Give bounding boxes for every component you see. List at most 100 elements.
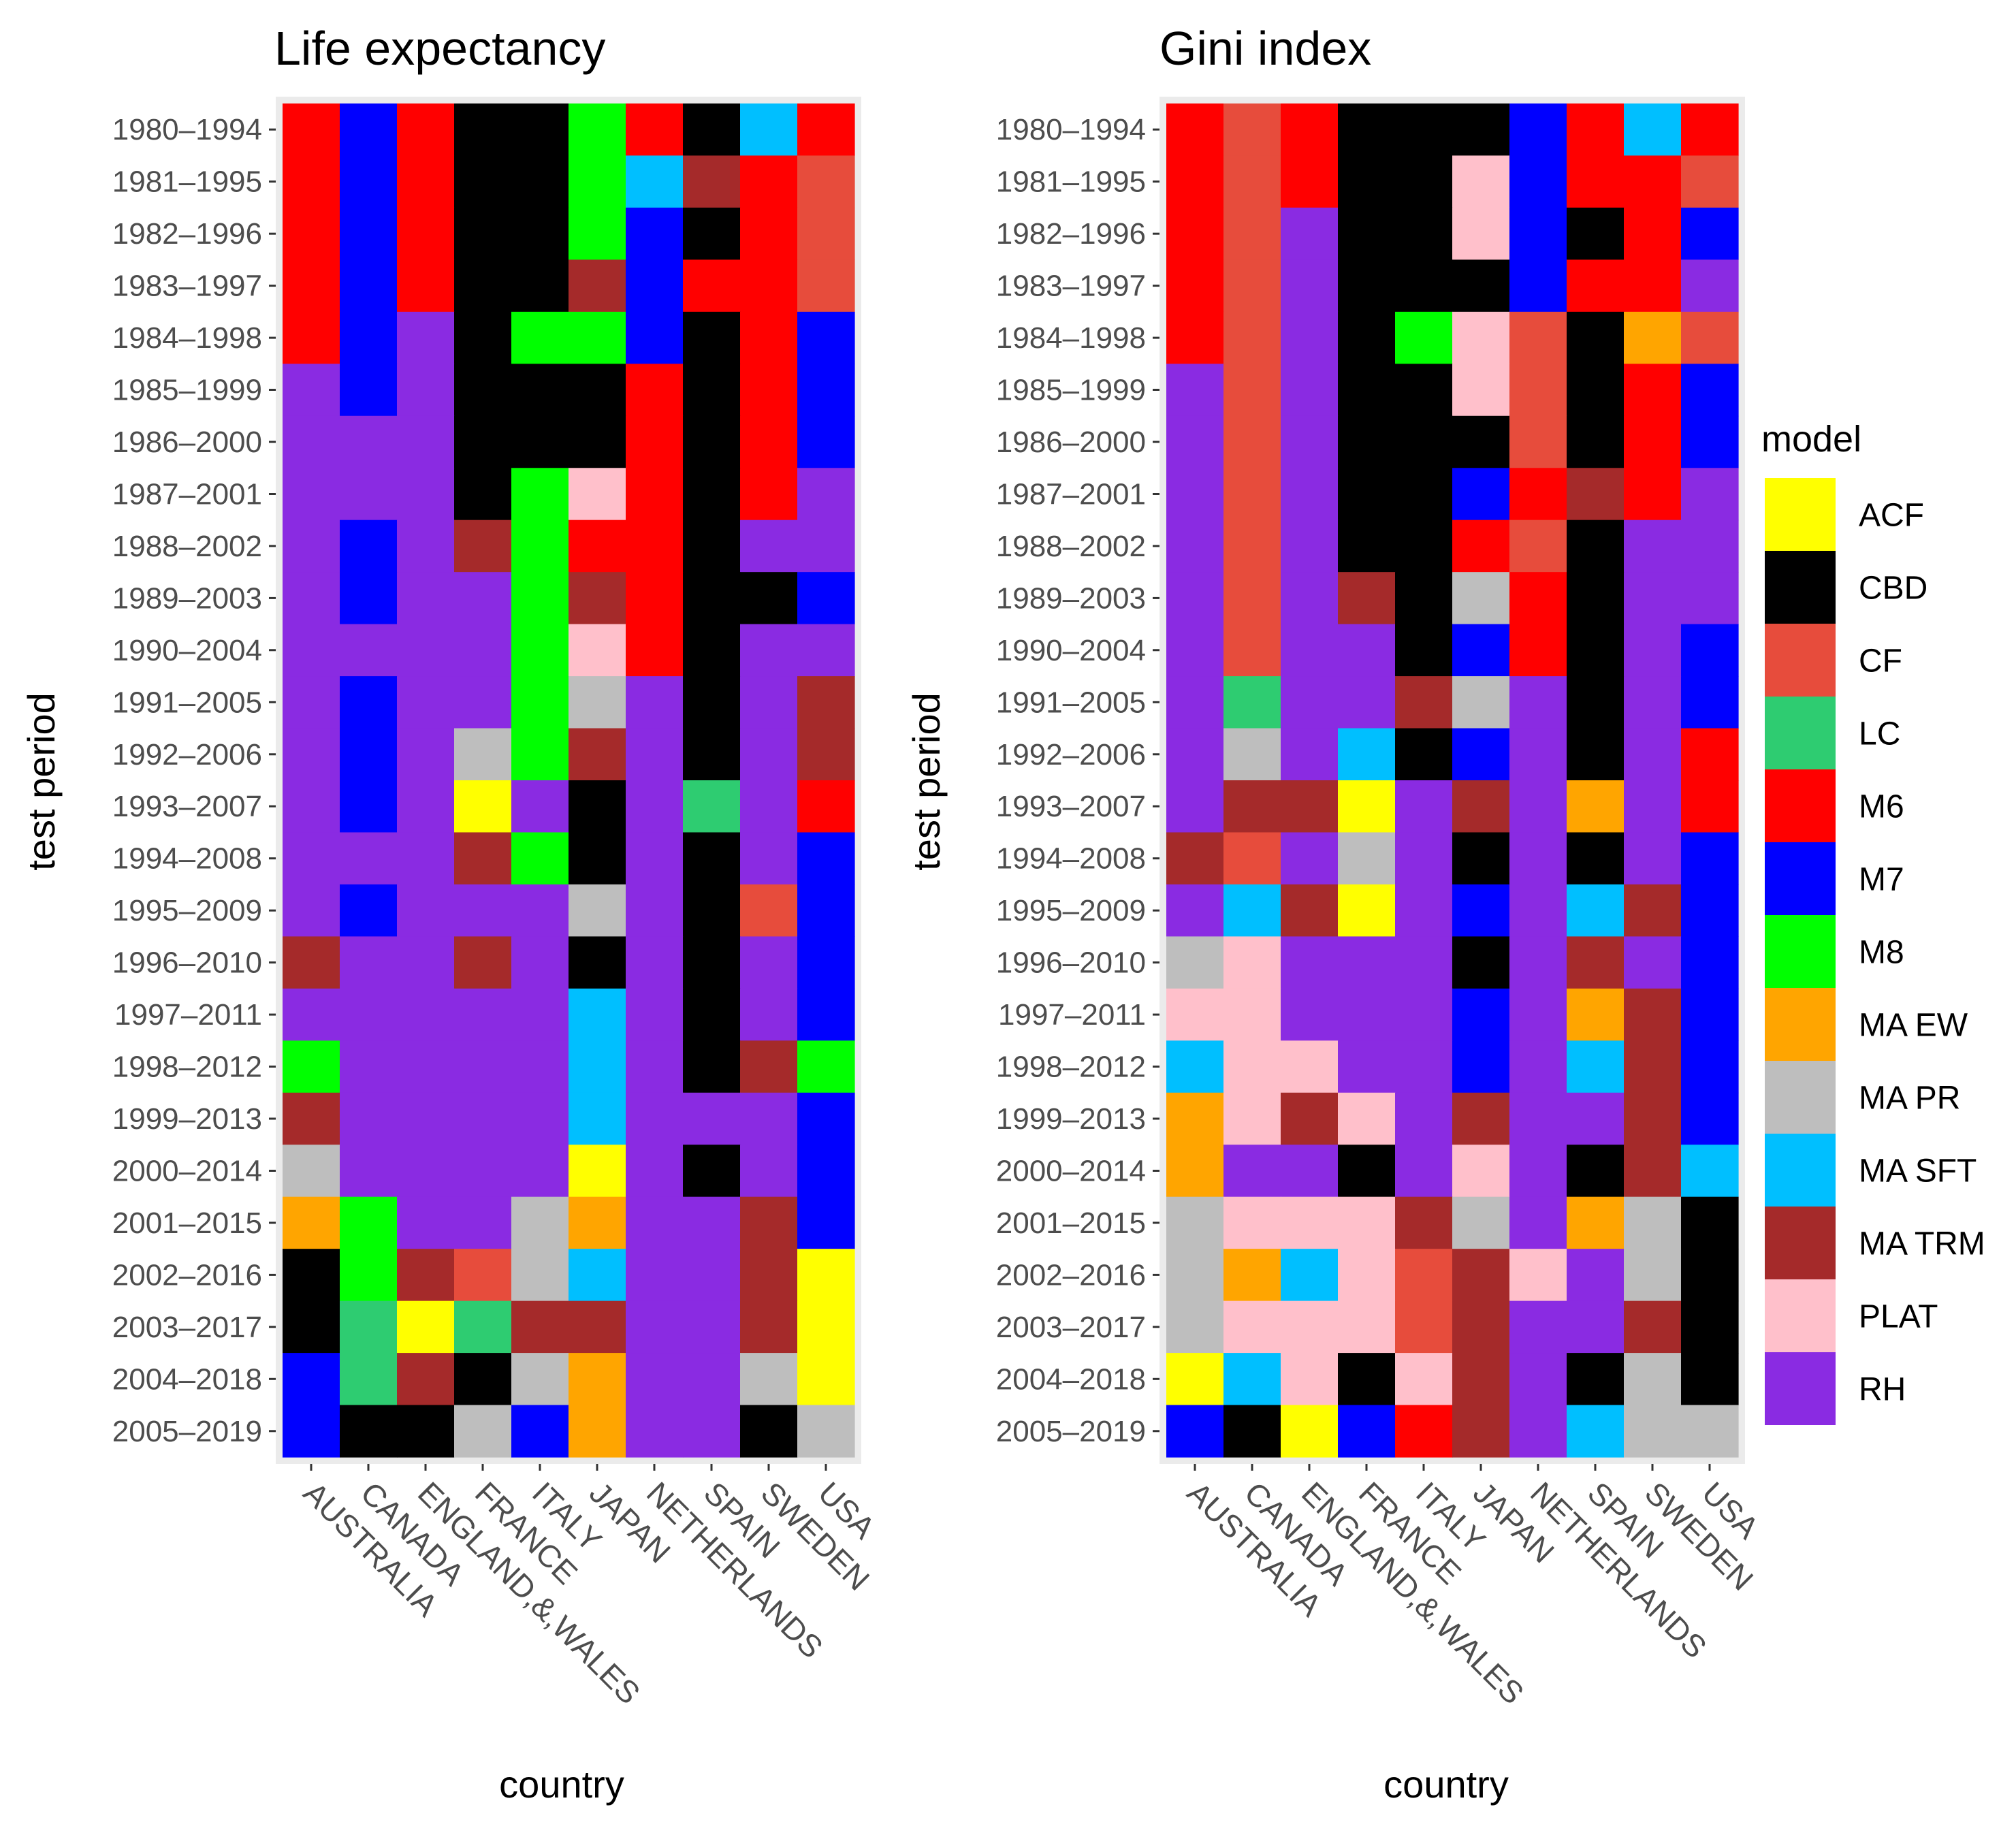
x-tick-labels: AUSTRALIACANADAENGLAND,&,WALESFRANCEITAL…	[1181, 1464, 1766, 1711]
legend-label: MA SFT	[1859, 1153, 1977, 1189]
y-tick-label: 2001–2015	[112, 1207, 262, 1240]
heatmap-cell	[397, 728, 455, 781]
heatmap-cell	[397, 1196, 455, 1249]
heatmap-cell	[1338, 1145, 1396, 1198]
heatmap-cell	[1223, 572, 1281, 625]
heatmap-cell	[626, 1196, 684, 1249]
heatmap-cell	[1281, 311, 1339, 364]
heatmap-cell	[1166, 1300, 1224, 1354]
heatmap-cell	[1567, 572, 1625, 625]
heatmap-cell	[569, 1353, 626, 1406]
heatmap-cell	[740, 415, 798, 468]
heatmap-cell	[797, 988, 855, 1041]
x-axis-label: country	[1383, 1763, 1509, 1806]
heatmap-cell	[454, 728, 512, 781]
heatmap-cell	[740, 1196, 798, 1249]
heatmap-cell	[1567, 415, 1625, 468]
y-tick-label: 2005–2019	[112, 1415, 262, 1448]
x-axis-label: country	[499, 1763, 624, 1806]
heatmap-cell	[797, 207, 855, 260]
heatmap-cell	[1624, 103, 1682, 157]
y-tick-label: 2002–2016	[996, 1258, 1146, 1292]
heatmap-cell	[1223, 728, 1281, 781]
heatmap-cell	[797, 884, 855, 937]
heatmap-cell	[283, 155, 340, 208]
heatmap-cell	[1681, 311, 1739, 364]
y-tick-label: 1994–2008	[996, 842, 1146, 876]
heatmap-cell	[1681, 1300, 1739, 1354]
heatmap-cell	[626, 988, 684, 1041]
heatmap-cell	[1624, 572, 1682, 625]
y-tick-label: 1984–1998	[996, 321, 1146, 355]
heatmap-cell	[283, 1040, 340, 1093]
heatmap-cell	[1223, 832, 1281, 885]
heatmap-cell	[1223, 1353, 1281, 1406]
heatmap-cell	[397, 468, 455, 521]
heatmap-cell	[1281, 1405, 1339, 1458]
heatmap-cell	[1681, 832, 1739, 885]
y-tick-label: 1991–2005	[112, 686, 262, 719]
y-tick-label: 2000–2014	[112, 1155, 262, 1188]
heatmap-cell	[283, 884, 340, 937]
heatmap-cell	[511, 728, 569, 781]
heatmap-cell	[1624, 676, 1682, 729]
heatmap-cell	[340, 572, 398, 625]
heatmap-cell	[626, 103, 684, 157]
heatmap-cell	[1624, 311, 1682, 364]
heatmap-cell	[397, 1300, 455, 1354]
heatmap-cell	[1223, 311, 1281, 364]
heatmap-cell	[397, 415, 455, 468]
heatmap-cell	[683, 1405, 741, 1458]
heatmap-cell	[740, 988, 798, 1041]
y-tick-label: 1992–2006	[112, 738, 262, 771]
heatmap-cell	[740, 1040, 798, 1093]
heatmap-cell	[1395, 936, 1453, 989]
heatmap-cell	[1509, 415, 1567, 468]
heatmap-cell	[797, 364, 855, 417]
legend-items: ACF CBD CF LC M6 M7 M8 MA EW MA PR MA SFT MA TRM PL…	[1765, 478, 1985, 1425]
heatmap-cell	[1281, 520, 1339, 573]
heatmap-cell	[1281, 103, 1339, 157]
heatmap-cell	[1624, 1353, 1682, 1406]
heatmap-cell	[1338, 884, 1396, 937]
heatmap-cell	[1166, 884, 1224, 937]
heatmap-cell	[340, 936, 398, 989]
heatmap-cell	[1166, 520, 1224, 573]
legend-title: model	[1761, 419, 1861, 460]
heatmap-cell	[569, 311, 626, 364]
heatmap-cell	[683, 103, 741, 157]
heatmap-cell	[283, 1196, 340, 1249]
heatmap-cell	[340, 1300, 398, 1354]
heatmap-cell	[626, 1092, 684, 1145]
heatmap-cell	[797, 936, 855, 989]
heatmap-cell	[1624, 884, 1682, 937]
heatmap-cell	[1567, 936, 1625, 989]
heatmap-cell	[454, 624, 512, 677]
heatmap-cell	[1281, 1353, 1339, 1406]
heatmap-cell	[1452, 1353, 1510, 1406]
heatmap-cell	[397, 1145, 455, 1198]
heatmap-cell	[454, 988, 512, 1041]
heatmap-cell	[683, 468, 741, 521]
heatmap-cell	[1281, 364, 1339, 417]
heatmap-cell	[511, 780, 569, 833]
heatmap-cell	[340, 520, 398, 573]
heatmap-cell	[1223, 468, 1281, 521]
heatmap-cell	[1567, 155, 1625, 208]
heatmap-cell	[283, 676, 340, 729]
heatmap-cell	[1681, 1040, 1739, 1093]
heatmap-cell	[1452, 936, 1510, 989]
legend-key	[1765, 624, 1836, 697]
y-tick-labels: 1980–1994 1981–1995 1982–1996 1983–1997 1984…	[996, 113, 1159, 1448]
heatmap-cell	[1567, 988, 1625, 1041]
heatmap-cell	[1509, 780, 1567, 833]
heatmap-cell	[1223, 259, 1281, 313]
heatmap-cell	[683, 728, 741, 781]
heatmap-cell	[511, 624, 569, 677]
heatmap-cell	[1567, 1353, 1625, 1406]
y-tick-label: 1992–2006	[996, 738, 1146, 771]
heatmap-cell	[626, 415, 684, 468]
heatmap-cell	[1567, 468, 1625, 521]
heatmap-cell	[454, 207, 512, 260]
